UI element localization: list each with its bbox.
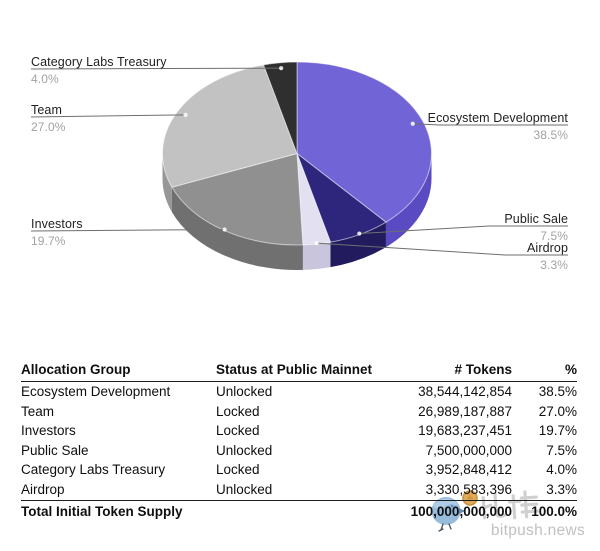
cell-pct: 38.5% [538,384,577,399]
pie-label-text: Ecosystem Development [427,111,568,125]
pie-label-pct: 27.0% [31,120,66,134]
allocation-table: Allocation Group Status at Public Mainne… [21,362,577,522]
cell-group: Public Sale [21,442,89,458]
cell-status: Locked [216,423,260,439]
pie-chart-3d [30,61,568,270]
cell-group: Airdrop [21,481,65,497]
table-row: Team Locked 26,989,187,887 27.0% [21,402,577,422]
cell-tokens: 3,952,848,412 [425,462,512,478]
table-row: Ecosystem Development Unlocked 38,544,14… [21,382,577,402]
col-header-pct: % [512,362,577,382]
pie-label-investors: Investors 19.7% [31,218,83,248]
cell-total-pct: 100.0% [512,499,577,522]
cell-tokens: 3,330,583,396 [425,481,512,497]
pie-label-pct: 7.5% [540,229,568,243]
cell-group: Team [21,403,55,419]
cell-pct: 4.0% [546,462,577,478]
pie-label-pct: 19.7% [31,234,66,248]
pie-label-text: Investors [31,217,83,231]
cell-tokens: 19,683,237,451 [418,423,512,439]
table-row: Category Labs Treasury Locked 3,952,848,… [21,460,577,480]
pie-label-pct: 38.5% [533,128,568,142]
table-header-row: Allocation Group Status at Public Mainne… [21,362,577,382]
pie-label-airdrop: Airdrop 3.3% [527,242,568,272]
pie-label-public-sale: Public Sale 7.5% [504,213,568,243]
cell-group: Ecosystem Development [21,384,171,399]
table-row: Public Sale Unlocked 7,500,000,000 7.5% [21,441,577,461]
cell-tokens: 26,989,187,887 [418,403,512,419]
watermark-site-text: bitpush.news [490,522,585,539]
cell-total-tokens: 100,000,000,000 [406,499,512,522]
pie-label-text: Airdrop [527,241,568,255]
pie-label-team: Team 27.0% [31,104,66,134]
cell-group: Investors [21,423,76,439]
cell-status: Locked [216,462,260,478]
cell-pct: 7.5% [546,442,577,458]
cell-tokens: 7,500,000,000 [425,442,512,458]
table-total-row: Total Initial Token Supply 100,000,000,0… [21,499,577,522]
cell-pct: 19.7% [538,423,577,439]
cell-tokens: 38,544,142,854 [418,384,512,399]
pie-label-pct: 4.0% [31,72,59,86]
pie-label-pct: 3.3% [540,258,568,272]
cell-total-label: Total Initial Token Supply [21,499,216,522]
cell-group: Category Labs Treasury [21,462,166,478]
pie-label-category-labs-treasury: Category Labs Treasury 4.0% [31,56,167,86]
cell-pct: 27.0% [538,403,577,419]
cell-status: Unlocked [216,442,273,458]
pie-label-text: Public Sale [504,212,568,226]
cell-status: Unlocked [216,481,273,497]
pie-label-text: Category Labs Treasury [31,55,167,69]
cell-pct: 3.3% [546,481,577,497]
cell-total-status [216,499,406,522]
table-row: Investors Locked 19,683,237,451 19.7% [21,421,577,441]
cell-status: Unlocked [216,384,273,399]
col-header-allocation-group: Allocation Group [21,362,216,382]
col-header-status: Status at Public Mainnet [216,362,406,382]
col-header-tokens: # Tokens [406,362,512,382]
pie-label-ecosystem-development: Ecosystem Development 38.5% [428,112,568,142]
pie-label-text: Team [31,103,62,117]
cell-status: Locked [216,403,260,419]
table-row: Airdrop Unlocked 3,330,583,396 3.3% [21,480,577,500]
